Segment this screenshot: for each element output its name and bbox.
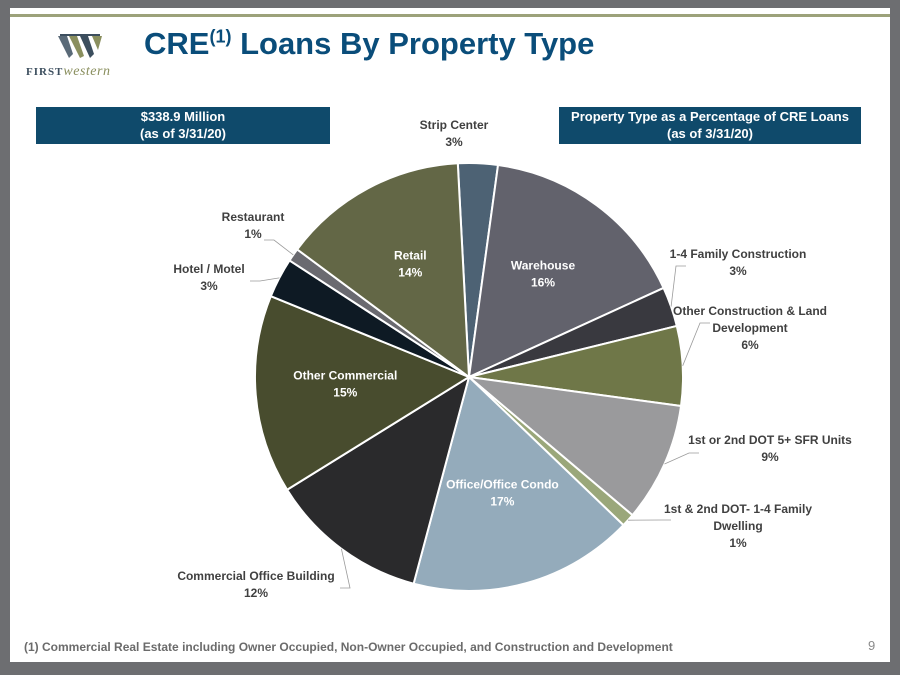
slice-label-retail: Retail 14% — [394, 249, 427, 280]
page-title: CRE(1) Loans By Property Type — [144, 26, 594, 62]
logo-text: FIRSTwestern — [26, 64, 110, 80]
slice-label-warehouse: Warehouse 16% — [511, 258, 576, 289]
total-date: (as of 3/31/20) — [140, 126, 226, 141]
page-number: 9 — [868, 638, 876, 653]
logo-first: FIRST — [26, 66, 64, 78]
slice-label-other-construction-land-development: Other Construction & Land Development 6% — [673, 304, 827, 352]
slice-label-strip-center: Strip Center 3% — [420, 118, 489, 149]
title-rest: Loans By Property Type — [231, 26, 595, 61]
slice-label-hotel-motel: Hotel / Motel 3% — [173, 262, 244, 293]
leader-line-1-4-family-construction — [670, 265, 686, 307]
slice-label-1st-or-2nd-dot-5-sfr-units: 1st or 2nd DOT 5+ SFR Units 9% — [688, 433, 852, 464]
pie-labels: Strip Center 3% Warehouse 16% 1-4 Family Con… — [173, 118, 852, 600]
pie-slice-1st-or-2nd-dot-5-sfr-units — [465, 375, 683, 517]
footnote: (1) Commercial Real Estate including Own… — [24, 640, 673, 654]
pie-slice-office-office-condo — [412, 375, 625, 592]
title-superscript: (1) — [209, 26, 232, 47]
pie-slices — [253, 162, 684, 592]
leader-line-other-construction-land-development — [682, 322, 710, 366]
slice-label-1st-2nd-dot-1-4-family-dwelling: 1st & 2nd DOT- 1-4 Family Dwelling 1% — [664, 502, 812, 550]
logo-western: western — [63, 64, 111, 79]
slide: FIRSTwestern CRE(1) Loans By Property Ty… — [10, 8, 890, 662]
leader-line-commercial-office-building — [340, 548, 351, 589]
chart-caption-box: Property Type as a Percentage of CRE Loa… — [559, 107, 861, 144]
slice-label-1-4-family-construction: 1-4 Family Construction 3% — [670, 247, 807, 278]
pie-slice-other-commercial — [253, 294, 472, 492]
slice-label-office-office-condo: Office/Office Condo 17% — [446, 478, 559, 509]
first-western-logo: FIRSTwestern — [26, 34, 136, 84]
chart-caption-date: (as of 3/31/20) — [667, 126, 753, 141]
slice-label-other-commercial: Other Commercial 15% — [293, 368, 397, 399]
leader-line-restaurant — [264, 239, 294, 256]
slice-label-commercial-office-building: Commercial Office Building 12% — [177, 569, 334, 600]
leader-line-hotel-motel — [250, 277, 280, 282]
pie-chart: Strip Center 3% Warehouse 16% 1-4 Family Con… — [173, 118, 852, 600]
title-main: CRE — [144, 26, 210, 61]
slice-label-restaurant: Restaurant 1% — [222, 210, 285, 241]
total-amount: $338.9 Million — [140, 109, 226, 124]
w-mark-icon — [58, 34, 102, 58]
total-amount-box: $338.9 Million (as of 3/31/20) — [36, 107, 330, 144]
chart-caption: Property Type as a Percentage of CRE Loa… — [571, 109, 849, 124]
pie-slice-retail — [295, 162, 471, 380]
top-rule — [10, 14, 890, 17]
pie-slice-warehouse — [467, 163, 665, 379]
leader-line-1st-or-2nd-dot-5-sfr-units — [664, 452, 699, 465]
